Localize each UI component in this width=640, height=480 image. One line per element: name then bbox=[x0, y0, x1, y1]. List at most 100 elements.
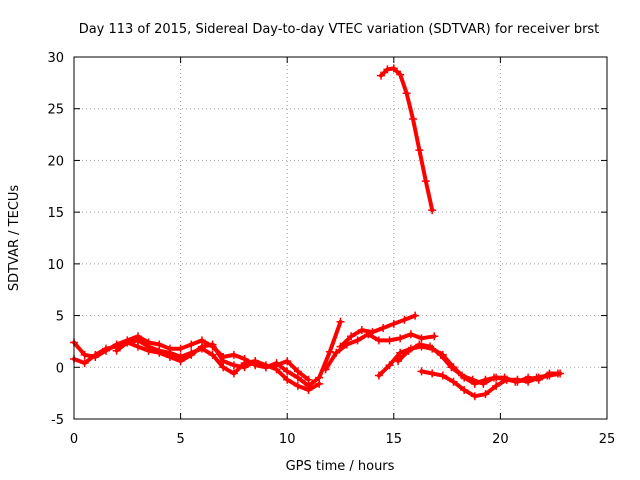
data-point-marker bbox=[524, 377, 533, 386]
data-point-marker bbox=[229, 369, 238, 378]
data-point-marker bbox=[556, 369, 565, 378]
data-point-marker bbox=[396, 348, 405, 357]
data-point-marker bbox=[502, 375, 511, 384]
data-point-marker bbox=[430, 332, 439, 341]
data-point-marker bbox=[197, 344, 206, 353]
data-point-marker bbox=[402, 89, 411, 98]
x-tick-label: 5 bbox=[176, 432, 184, 447]
data-point-marker bbox=[336, 342, 345, 351]
series-arc-early-c bbox=[112, 336, 313, 384]
data-point-marker bbox=[123, 338, 132, 347]
data-point-marker bbox=[240, 359, 249, 368]
data-point-marker bbox=[394, 357, 403, 366]
data-point-marker bbox=[426, 342, 435, 351]
data-point-marker bbox=[208, 340, 217, 349]
data-point-marker bbox=[374, 371, 383, 380]
data-point-marker bbox=[417, 367, 426, 376]
y-tick-label: 20 bbox=[47, 154, 64, 169]
x-tick-label: 0 bbox=[70, 432, 78, 447]
data-point-marker bbox=[229, 361, 238, 370]
grid bbox=[74, 57, 607, 419]
data-point-marker bbox=[458, 371, 467, 380]
data-point-marker bbox=[421, 177, 430, 186]
y-tick-label: 30 bbox=[47, 51, 64, 66]
data-point-marker bbox=[449, 377, 458, 386]
data-point-marker bbox=[490, 373, 499, 382]
data-point-marker bbox=[347, 332, 356, 341]
x-tick-labels: 0 5 10 15 20 25 bbox=[70, 432, 615, 447]
data-point-marker bbox=[315, 379, 324, 388]
data-point-marker bbox=[436, 350, 445, 359]
data-point-marker bbox=[417, 334, 426, 343]
data-point-marker bbox=[460, 386, 469, 395]
data-point-marker bbox=[144, 342, 153, 351]
x-tick-label: 25 bbox=[599, 432, 616, 447]
y-tick-label: 5 bbox=[56, 310, 64, 325]
y-tick-label: -5 bbox=[51, 413, 64, 428]
data-point-marker bbox=[325, 347, 334, 356]
chart-title: Day 113 of 2015, Sidereal Day-to-day VTE… bbox=[79, 22, 600, 37]
data-point-marker bbox=[304, 386, 313, 395]
data-point-marker bbox=[415, 146, 424, 155]
data-point-marker bbox=[321, 365, 330, 374]
y-tick-labels: -5 0 5 10 15 20 25 30 bbox=[47, 51, 64, 428]
data-point-marker bbox=[428, 369, 437, 378]
data-point-marker bbox=[389, 64, 398, 73]
data-point-marker bbox=[80, 350, 89, 359]
series-arc-mid bbox=[321, 330, 439, 374]
data-point-marker bbox=[534, 373, 543, 382]
data-series-layer bbox=[70, 64, 565, 401]
data-point-marker bbox=[411, 311, 420, 320]
series-line-arc-mid bbox=[323, 332, 437, 372]
y-tick-label: 10 bbox=[47, 258, 64, 273]
x-tick-label: 20 bbox=[492, 432, 509, 447]
data-point-marker bbox=[283, 375, 292, 384]
data-point-marker bbox=[470, 392, 479, 401]
data-point-marker bbox=[304, 375, 313, 384]
data-point-marker bbox=[272, 361, 281, 370]
data-point-marker bbox=[428, 206, 437, 215]
data-point-marker bbox=[208, 350, 217, 359]
data-point-marker bbox=[187, 340, 196, 349]
y-axis-label: SDTVAR / TECUs bbox=[7, 185, 22, 292]
series-arc-mid-upper bbox=[336, 311, 420, 351]
data-point-marker bbox=[176, 352, 185, 361]
data-point-marker bbox=[396, 70, 405, 79]
data-point-marker bbox=[251, 357, 260, 366]
data-point-marker bbox=[379, 323, 388, 332]
x-tick-label: 10 bbox=[279, 432, 296, 447]
data-point-marker bbox=[513, 375, 522, 384]
data-point-marker bbox=[385, 336, 394, 345]
data-point-marker bbox=[481, 390, 490, 399]
data-point-marker bbox=[261, 363, 270, 372]
data-point-marker bbox=[404, 346, 413, 355]
data-point-marker bbox=[112, 346, 121, 355]
data-point-marker bbox=[229, 350, 238, 359]
data-point-marker bbox=[492, 381, 501, 390]
data-point-marker bbox=[155, 346, 164, 355]
y-tick-label: 25 bbox=[47, 103, 64, 118]
data-point-marker bbox=[283, 367, 292, 376]
data-point-marker bbox=[368, 328, 377, 337]
data-point-marker bbox=[176, 344, 185, 353]
data-point-marker bbox=[396, 334, 405, 343]
data-point-marker bbox=[374, 336, 383, 345]
data-point-marker bbox=[353, 336, 362, 345]
data-point-marker bbox=[133, 336, 142, 345]
data-point-marker bbox=[406, 330, 415, 339]
data-point-marker bbox=[447, 363, 456, 372]
data-point-marker bbox=[357, 326, 366, 335]
tick-marks bbox=[73, 56, 608, 420]
x-tick-label: 15 bbox=[386, 432, 403, 447]
series-arc-peak bbox=[377, 64, 437, 215]
y-tick-label: 15 bbox=[47, 206, 64, 221]
data-point-marker bbox=[415, 340, 424, 349]
data-point-marker bbox=[438, 371, 447, 380]
data-point-marker bbox=[91, 350, 100, 359]
series-arc-early-b bbox=[70, 338, 324, 395]
y-tick-label: 0 bbox=[56, 361, 64, 376]
plot-frame bbox=[73, 56, 608, 420]
data-point-marker bbox=[332, 348, 341, 357]
data-point-marker bbox=[383, 65, 392, 74]
